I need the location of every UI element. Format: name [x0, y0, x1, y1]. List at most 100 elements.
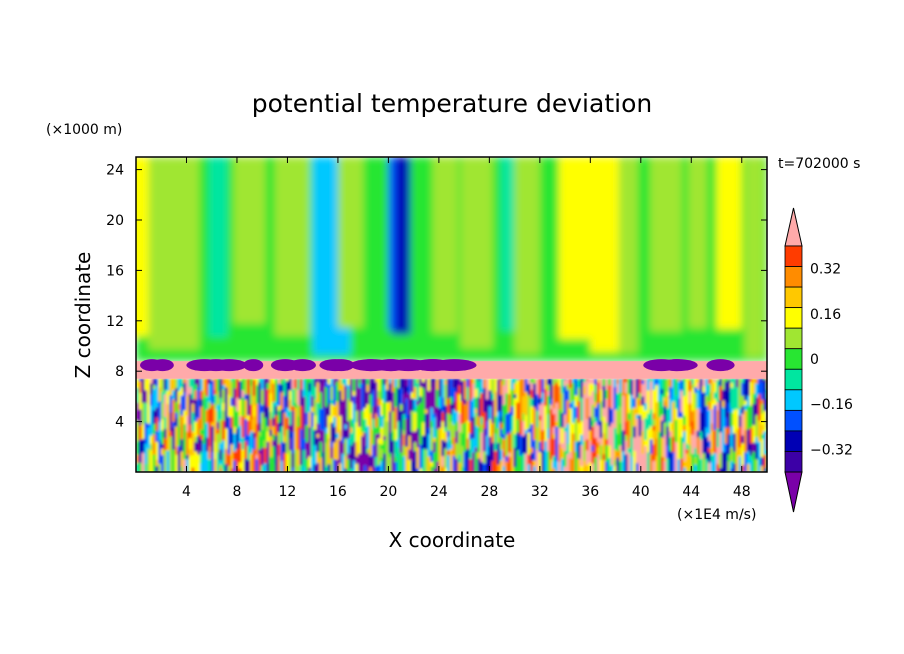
lower-cell: [610, 390, 615, 410]
lower-cell: [219, 463, 223, 469]
lower-cell: [707, 433, 712, 442]
lower-cell: [499, 379, 504, 395]
lower-cell: [280, 441, 284, 461]
lower-cell: [310, 406, 315, 413]
lower-cell: [169, 411, 173, 432]
lower-cell: [288, 409, 293, 426]
lower-cell: [399, 387, 404, 405]
lower-cell: [316, 433, 320, 438]
lower-cell: [358, 378, 362, 384]
lower-cell: [233, 459, 237, 472]
lower-cell: [760, 433, 765, 440]
lower-cell: [649, 378, 654, 382]
lower-field: [136, 378, 767, 472]
lower-cell: [302, 379, 306, 397]
lower-cell: [449, 421, 454, 441]
lower-cell: [452, 455, 456, 472]
lower-cell: [391, 378, 395, 393]
lower-cell: [599, 400, 604, 422]
lower-cell: [319, 457, 323, 472]
lower-cell: [527, 431, 531, 455]
lower-cell: [594, 384, 598, 394]
lower-cell: [621, 430, 626, 452]
lower-cell: [433, 378, 437, 382]
lower-cell: [463, 398, 467, 405]
lower-cell: [594, 378, 598, 385]
lower-cell: [585, 463, 590, 472]
lower-cell: [402, 455, 406, 472]
lower-cell: [430, 407, 434, 421]
lower-cell: [696, 453, 701, 472]
lower-cell: [533, 465, 537, 472]
lower-cell: [355, 456, 359, 464]
lower-cell: [371, 444, 376, 458]
lower-cell: [241, 448, 245, 472]
lower-cell: [291, 410, 295, 432]
lower-cell: [466, 386, 470, 401]
lower-cell: [446, 378, 451, 399]
lower-cell: [513, 433, 517, 449]
lower-cell: [180, 378, 184, 388]
lower-cell: [627, 386, 631, 395]
lower-cell: [746, 405, 751, 430]
lower-cell: [677, 378, 681, 382]
lower-cell: [427, 378, 431, 391]
lower-cell: [710, 430, 715, 455]
lower-cell: [463, 378, 467, 381]
lower-cell: [455, 430, 459, 444]
lower-cell: [663, 444, 667, 458]
lower-cell: [646, 378, 651, 391]
lower-cell: [177, 409, 182, 427]
lower-cell: [682, 395, 687, 416]
lower-cell: [660, 393, 665, 408]
lower-cell: [410, 435, 415, 443]
lower-cell: [707, 462, 712, 468]
lower-cell: [155, 465, 159, 472]
lower-cell: [466, 456, 470, 472]
lower-cell: [505, 413, 509, 435]
lower-cell: [433, 451, 437, 469]
lower-cell: [177, 449, 182, 472]
lower-cell: [222, 378, 226, 386]
lower-cell: [744, 409, 748, 431]
lower-cell: [258, 435, 262, 450]
lower-cell: [485, 435, 490, 455]
lower-cell: [680, 416, 684, 438]
lower-cell: [644, 378, 648, 380]
lower-cell: [583, 403, 587, 419]
lower-cell: [294, 407, 298, 428]
lower-cell: [652, 418, 656, 426]
lower-cell: [383, 378, 387, 385]
lower-cell: [521, 453, 526, 472]
lower-cell: [610, 408, 615, 424]
lower-cell: [305, 389, 309, 413]
lower-cell: [335, 410, 340, 434]
lower-cell: [630, 437, 634, 457]
lower-cell: [669, 378, 673, 388]
lower-cell: [569, 427, 573, 452]
lower-cell: [732, 392, 737, 411]
lower-cell: [535, 426, 540, 450]
lower-cell: [471, 383, 476, 398]
lower-cell: [627, 378, 631, 387]
lower-cell: [160, 429, 165, 445]
upper-plume: [650, 157, 682, 332]
lower-cell: [230, 416, 234, 428]
lower-cell: [138, 380, 143, 393]
lower-cell: [222, 439, 226, 454]
lower-cell: [530, 452, 534, 461]
lower-cell: [516, 379, 520, 403]
lower-cell: [691, 453, 695, 472]
lower-cell: [435, 378, 440, 390]
lower-cell: [308, 455, 312, 468]
lower-cell: [260, 438, 265, 448]
lower-cell: [424, 389, 429, 410]
lower-cell: [188, 393, 193, 412]
lower-cell: [410, 380, 415, 393]
lower-cell: [732, 451, 737, 464]
lower-cell: [371, 428, 376, 436]
lower-cell: [716, 409, 720, 429]
lower-cell: [388, 382, 393, 402]
lower-cell: [396, 438, 401, 448]
lower-cell: [319, 429, 323, 443]
